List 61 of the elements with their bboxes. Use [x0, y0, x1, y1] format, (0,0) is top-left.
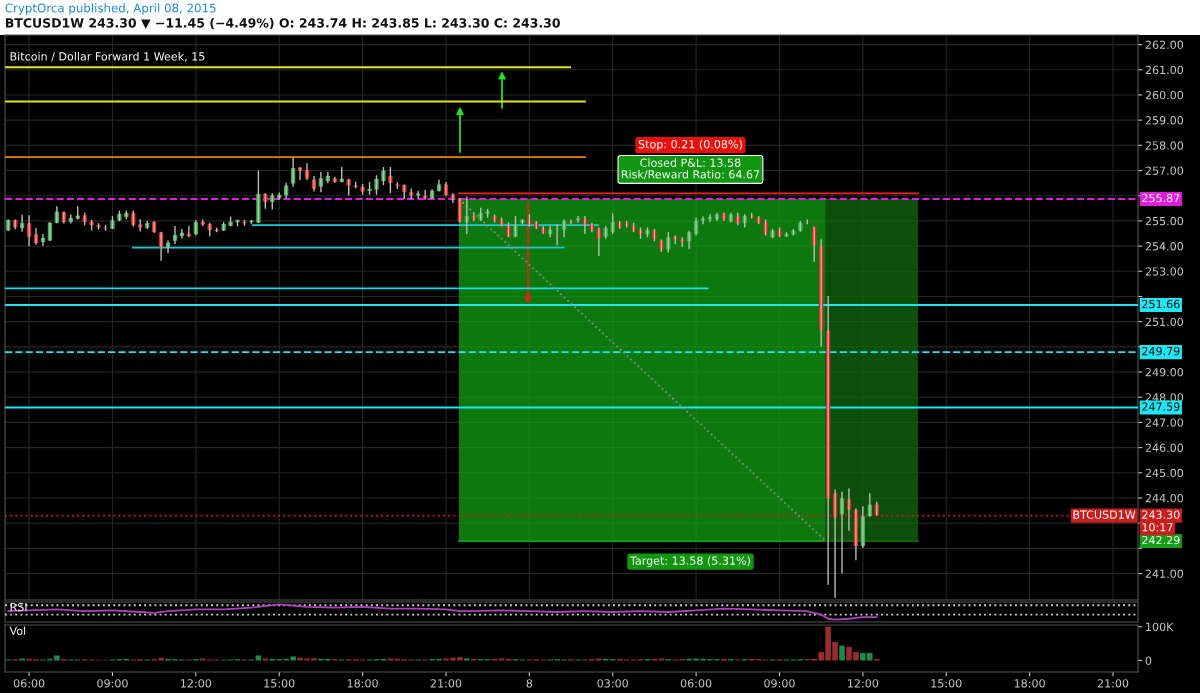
bar [262, 658, 269, 661]
y-tick-label: 100K [1146, 622, 1174, 632]
y-tick-label: 258.00 [1145, 141, 1184, 150]
text: Bitcoin / Dollar Forward 1 Week, 15 [10, 51, 205, 62]
x-tick-label: 09:00 [764, 679, 795, 688]
y-tick-label: 248.00 [1145, 393, 1184, 402]
x-tick-label: 15:00 [931, 679, 962, 688]
x-tick-label: 12:00 [181, 679, 212, 688]
y-tick-label: 245.00 [1145, 468, 1184, 478]
y-tick-label: 253.00 [1145, 267, 1184, 276]
ref-line-label: 243.30 [1142, 510, 1180, 519]
candlestick [554, 223, 560, 247]
x-tick-label: 12:00 [848, 679, 879, 688]
y-tick-label: 261.00 [1145, 65, 1184, 75]
bar [464, 658, 470, 661]
x-tick-label: 8 [526, 679, 533, 688]
candlestick [256, 169, 261, 224]
candlestick [513, 215, 518, 238]
y-tick-label: 254.00 [1145, 242, 1184, 251]
y-tick-label: 257.00 [1145, 166, 1184, 175]
candlestick [388, 166, 393, 194]
y-tick-label: 249.00 [1145, 368, 1184, 377]
x-tick-label: 06:00 [13, 679, 45, 688]
candlestick [374, 174, 379, 196]
ref-line-label: 251.66 [1142, 299, 1180, 309]
x-tick-label: 21:00 [1097, 679, 1129, 688]
bar [498, 658, 505, 661]
x-tick-label: 21:00 [430, 679, 462, 688]
y-tick-label: 260.00 [1145, 90, 1184, 100]
x-tick-label: 18:00 [1014, 679, 1045, 688]
chart-title: RSI [10, 602, 27, 612]
annotation: Target: 13.58 (5.31%) [629, 556, 750, 567]
y-tick-label: 0 [1145, 656, 1152, 665]
x-tick-label: 18:00 [347, 679, 378, 688]
x-tick-label: 03:00 [597, 679, 628, 688]
annotation: 10:17 [1142, 523, 1173, 532]
y-tick-label: 246.00 [1145, 443, 1184, 452]
ref-line-label: 255.87 [1142, 193, 1180, 203]
annotation: Closed P&L: 13.58 Risk/Reward Ratio: 64.67 [621, 158, 760, 180]
y-tick-label: 241.00 [1145, 569, 1184, 578]
chart-subtitle: BTCUSD1W 243.30 ▼ −11.45 (−4.49%) O: 243.74 H: 243.85 L: 243.30 C: 243.30 [5, 17, 560, 30]
annotation: 242.29 [1142, 535, 1180, 545]
y-tick-label: 255.00 [1145, 216, 1184, 226]
text: CryptOrca published, April 08, 2015 [5, 3, 216, 15]
annotation: Stop: 0.21 (0.08%) [638, 139, 742, 151]
bar [658, 658, 665, 661]
bar [255, 655, 262, 661]
bar [839, 645, 845, 661]
y-tick-label: 247.00 [1145, 418, 1184, 427]
y-tick-label: 251.00 [1145, 317, 1184, 327]
chart-title: Vol [9, 626, 26, 636]
y-tick-label: 259.00 [1145, 116, 1184, 125]
y-tick-label: 244.00 [1145, 493, 1184, 503]
annotation: BTCUSD1W [1073, 510, 1136, 519]
x-tick-label: 06:00 [680, 679, 712, 688]
bar [387, 658, 394, 661]
bar [19, 658, 25, 661]
x-tick-label: 09:00 [97, 679, 128, 688]
y-tick-label: 262.00 [1145, 40, 1184, 49]
ref-line-label: 249.79 [1142, 346, 1180, 356]
x-tick-label: 15:00 [264, 679, 295, 688]
